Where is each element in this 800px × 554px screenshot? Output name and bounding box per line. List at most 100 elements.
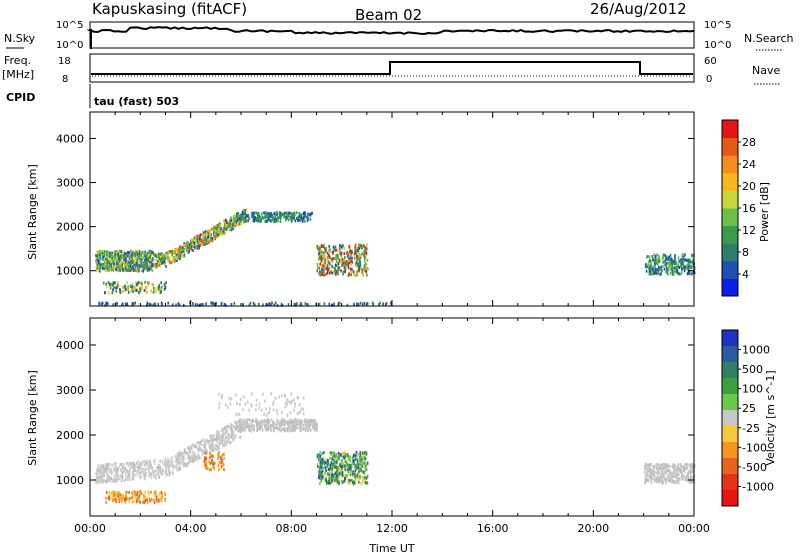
echo-cell	[289, 428, 291, 432]
echo-cell	[310, 212, 313, 216]
echo-cell	[663, 466, 665, 469]
echo-cell	[205, 457, 208, 461]
echo-cell	[671, 267, 673, 271]
echo-cell	[269, 426, 271, 430]
echo-cell	[169, 257, 171, 261]
echo-cell	[116, 301, 118, 305]
velocity-colorbar-tick-label: 25	[742, 402, 756, 415]
echo-cell	[204, 440, 207, 444]
echo-cell	[128, 498, 131, 502]
echo-cell	[350, 464, 352, 467]
echo-cell	[135, 267, 138, 271]
echo-cell	[133, 469, 135, 473]
echo-cell	[319, 262, 321, 266]
echo-cell	[173, 464, 176, 468]
echo-cell	[321, 256, 324, 260]
ytick-label: 1000	[56, 474, 84, 487]
echo-cell	[153, 459, 156, 463]
echo-cell	[243, 423, 246, 427]
echo-cell	[688, 463, 691, 467]
echo-cell	[156, 263, 159, 267]
echo-cell	[651, 272, 653, 276]
echo-cell	[129, 463, 132, 467]
echo-cell	[220, 429, 223, 432]
echo-cell	[362, 273, 364, 277]
echo-cell	[112, 255, 115, 259]
echo-cell	[136, 253, 138, 257]
echo-cell	[335, 254, 337, 258]
echo-cell	[363, 467, 366, 470]
echo-cell	[279, 216, 282, 220]
echo-cell	[263, 215, 266, 219]
echo-cell	[136, 498, 139, 502]
echo-cell	[270, 212, 272, 216]
echo-cell	[309, 217, 312, 221]
echo-cell	[257, 302, 260, 306]
echo-cell	[196, 441, 199, 444]
echo-cell	[158, 285, 160, 289]
echo-cell	[149, 252, 152, 256]
echo-cell	[335, 460, 337, 464]
echo-cell	[235, 412, 238, 416]
echo-cell	[144, 499, 147, 502]
echo-cell	[279, 220, 282, 223]
echo-cell	[201, 453, 203, 456]
echo-cell	[317, 302, 320, 306]
echo-cell	[146, 302, 149, 306]
echo-cell	[236, 401, 239, 405]
echo-cell	[136, 269, 139, 273]
echo-cell	[111, 283, 113, 287]
echo-cell	[236, 425, 239, 429]
echo-cell	[109, 480, 112, 483]
echo-cell	[134, 466, 136, 470]
echo-cell	[160, 259, 162, 263]
echo-cell	[364, 481, 367, 485]
echo-cell	[692, 466, 695, 469]
echo-cell	[241, 214, 243, 218]
echo-cell	[292, 398, 295, 402]
echo-cell	[265, 423, 268, 427]
echo-cell	[218, 450, 220, 454]
echo-cell	[318, 255, 320, 259]
echo-cell	[205, 464, 208, 467]
echo-cell	[670, 267, 672, 271]
echo-cell	[195, 455, 197, 459]
echo-cell	[336, 480, 339, 484]
echo-cell	[647, 255, 649, 259]
echo-cell	[146, 260, 149, 264]
echo-cell	[144, 470, 147, 474]
echo-cell	[242, 216, 245, 220]
echo-cell	[332, 450, 335, 454]
echo-cell	[107, 477, 110, 481]
echo-cell	[146, 264, 148, 268]
echo-cell	[250, 429, 253, 433]
echo-cell	[296, 396, 299, 400]
echo-cell	[279, 211, 281, 215]
echo-cell	[111, 253, 114, 257]
echo-cell	[651, 258, 654, 262]
echo-cell	[268, 218, 271, 222]
echo-cell	[116, 262, 119, 266]
echo-cell	[219, 224, 222, 227]
echo-cell	[107, 479, 110, 483]
echo-cell	[120, 476, 123, 480]
echo-cell	[211, 301, 214, 305]
echo-cell	[284, 215, 286, 219]
echo-cell	[149, 472, 151, 476]
echo-cell	[203, 440, 206, 444]
freq-unit: [MHz]	[2, 68, 34, 81]
echo-cell	[653, 473, 655, 477]
echo-cell	[175, 465, 177, 469]
echo-cell	[149, 466, 152, 469]
echo-cell	[235, 219, 237, 223]
echo-cell	[209, 434, 211, 438]
echo-cell	[299, 214, 302, 218]
echo-cell	[214, 438, 216, 441]
echo-cell	[258, 219, 261, 223]
echo-cell	[161, 257, 164, 260]
echo-cell	[244, 212, 246, 216]
echo-cell	[668, 478, 670, 482]
echo-cell	[676, 269, 679, 273]
power-ylabel: Slant Range [km]	[26, 164, 39, 260]
